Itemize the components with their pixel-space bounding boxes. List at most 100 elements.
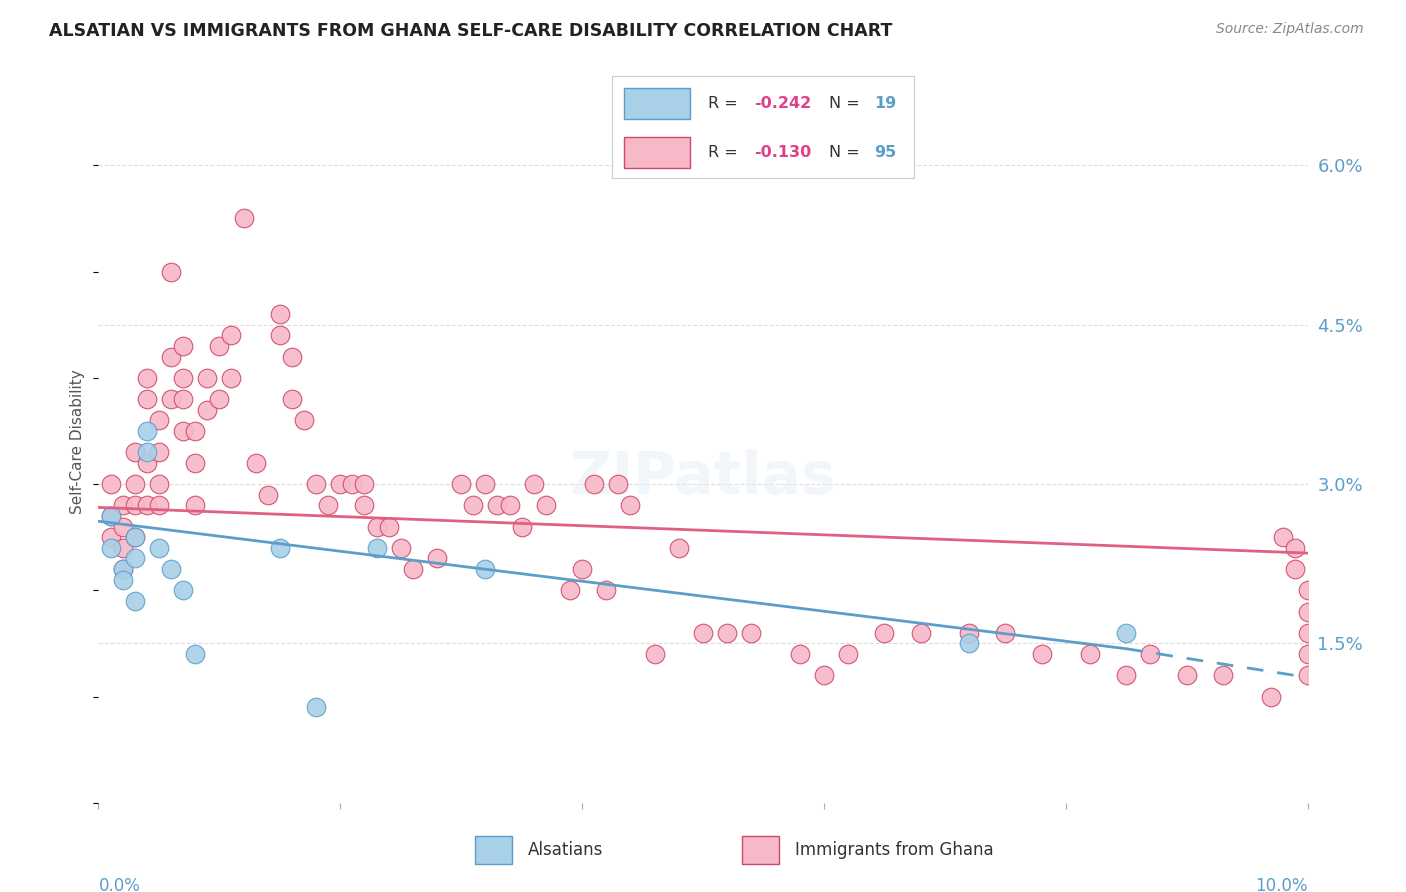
Point [111, 541, 134, 555]
Text: N =: N = [830, 96, 865, 111]
Text: Immigrants from Ghana: Immigrants from Ghana [796, 840, 994, 859]
Point [269, 328, 291, 343]
Point [256, 488, 278, 502]
Point [124, 477, 146, 491]
Text: R =: R = [709, 145, 744, 161]
Point [269, 541, 291, 555]
Point [1284, 541, 1306, 555]
Point [160, 350, 183, 364]
Point [463, 498, 485, 512]
Point [486, 498, 509, 512]
Bar [624, 137, 690, 168]
Y-axis label: Self-Care Disability: Self-Care Disability [70, 369, 86, 514]
Point [305, 477, 328, 491]
Bar [742, 836, 779, 863]
Point [366, 541, 388, 555]
Point [353, 477, 375, 491]
Point [148, 541, 170, 555]
Point [292, 413, 315, 427]
Text: 0.0%: 0.0% [98, 877, 141, 892]
Point [245, 456, 267, 470]
Point [111, 498, 134, 512]
Point [692, 625, 714, 640]
Point [172, 339, 194, 353]
Point [426, 551, 449, 566]
Point [195, 371, 218, 385]
Point [389, 541, 412, 555]
Point [910, 625, 932, 640]
Point [100, 508, 122, 523]
Point [148, 477, 170, 491]
Point [994, 625, 1017, 640]
Point [135, 371, 157, 385]
Point [184, 456, 207, 470]
Point [208, 339, 231, 353]
Text: R =: R = [709, 96, 744, 111]
Text: -0.130: -0.130 [754, 145, 811, 161]
Point [377, 519, 399, 533]
Point [1296, 668, 1319, 682]
Point [124, 594, 146, 608]
Point [148, 498, 170, 512]
Point [1296, 583, 1319, 598]
Point [100, 530, 122, 544]
Point [1296, 647, 1319, 661]
Point [498, 498, 520, 512]
Point [135, 498, 157, 512]
Point [607, 477, 630, 491]
Text: 10.0%: 10.0% [1256, 877, 1308, 892]
Point [269, 307, 291, 321]
Point [208, 392, 231, 406]
Point [160, 562, 183, 576]
Bar [624, 88, 690, 119]
Point [135, 392, 157, 406]
Point [111, 573, 134, 587]
Text: Source: ZipAtlas.com: Source: ZipAtlas.com [1216, 22, 1364, 37]
Point [281, 350, 304, 364]
Point [1031, 647, 1053, 661]
Point [1296, 625, 1319, 640]
Point [172, 392, 194, 406]
Text: ZIPatlas: ZIPatlas [569, 450, 837, 506]
Point [160, 392, 183, 406]
Point [305, 700, 328, 714]
Point [1078, 647, 1101, 661]
Point [221, 371, 243, 385]
Point [111, 519, 134, 533]
Point [474, 477, 496, 491]
Point [1115, 668, 1137, 682]
Point [366, 519, 388, 533]
Point [148, 445, 170, 459]
Point [316, 498, 339, 512]
Point [135, 445, 157, 459]
Point [740, 625, 762, 640]
Point [1115, 625, 1137, 640]
Point [160, 264, 183, 278]
Point [837, 647, 859, 661]
Point [668, 541, 690, 555]
Point [135, 424, 157, 438]
Point [571, 562, 593, 576]
Point [716, 625, 738, 640]
Point [329, 477, 352, 491]
Point [124, 551, 146, 566]
Point [474, 562, 496, 576]
Text: ALSATIAN VS IMMIGRANTS FROM GHANA SELF-CARE DISABILITY CORRELATION CHART: ALSATIAN VS IMMIGRANTS FROM GHANA SELF-C… [49, 22, 893, 40]
Point [124, 530, 146, 544]
Point [1260, 690, 1282, 704]
Point [644, 647, 666, 661]
Text: 19: 19 [875, 96, 897, 111]
Point [558, 583, 581, 598]
Point [172, 583, 194, 598]
Point [172, 424, 194, 438]
Point [148, 413, 170, 427]
Point [111, 562, 134, 576]
Point [184, 498, 207, 512]
Point [402, 562, 425, 576]
Point [1296, 605, 1319, 619]
Point [124, 445, 146, 459]
Point [1212, 668, 1234, 682]
Point [873, 625, 896, 640]
Text: Alsatians: Alsatians [529, 840, 603, 859]
Point [184, 647, 207, 661]
